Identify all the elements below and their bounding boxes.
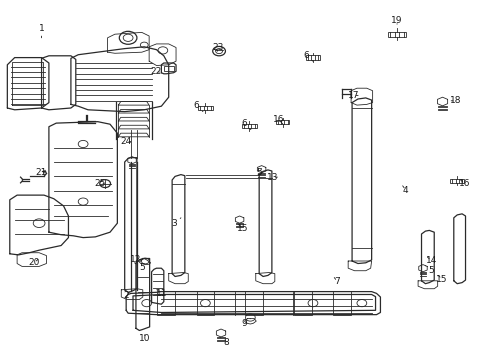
Bar	[387, 32, 405, 37]
Text: 15: 15	[237, 224, 248, 233]
Text: 23: 23	[211, 43, 223, 52]
Text: 22: 22	[149, 68, 161, 77]
Bar	[163, 66, 173, 71]
Text: 6: 6	[303, 50, 312, 61]
Text: 8: 8	[220, 337, 228, 347]
Bar	[305, 55, 320, 60]
Text: 7: 7	[334, 277, 340, 286]
Bar	[294, 291, 311, 315]
Text: 18: 18	[449, 96, 461, 105]
Text: 1: 1	[39, 24, 44, 38]
Text: 16: 16	[272, 115, 284, 124]
Bar	[196, 291, 214, 315]
Text: 21: 21	[35, 168, 46, 177]
Text: 14: 14	[425, 256, 436, 265]
Text: 13: 13	[266, 173, 278, 181]
Bar	[157, 291, 175, 315]
Bar	[198, 106, 212, 110]
Text: 5: 5	[425, 266, 433, 275]
Text: 15: 15	[435, 274, 447, 284]
Text: 4: 4	[402, 186, 408, 194]
Bar	[449, 179, 463, 183]
Bar	[242, 124, 256, 128]
Text: 12: 12	[130, 256, 142, 264]
Text: 24: 24	[120, 137, 132, 146]
Text: 5: 5	[256, 168, 262, 177]
Bar	[275, 120, 289, 125]
Text: 19: 19	[390, 16, 402, 25]
Text: 25: 25	[94, 179, 106, 188]
Text: 20: 20	[28, 258, 40, 267]
Text: 3: 3	[171, 218, 181, 228]
Text: 9: 9	[241, 319, 250, 328]
Text: 16: 16	[458, 179, 469, 188]
Text: 11: 11	[155, 289, 167, 297]
Text: 2: 2	[123, 292, 129, 300]
Bar	[333, 291, 350, 315]
Text: 10: 10	[139, 334, 150, 343]
Text: 17: 17	[347, 91, 359, 100]
Text: 6: 6	[193, 101, 203, 112]
Text: 5: 5	[134, 263, 144, 272]
Text: 6: 6	[241, 118, 250, 130]
Bar	[245, 291, 263, 315]
